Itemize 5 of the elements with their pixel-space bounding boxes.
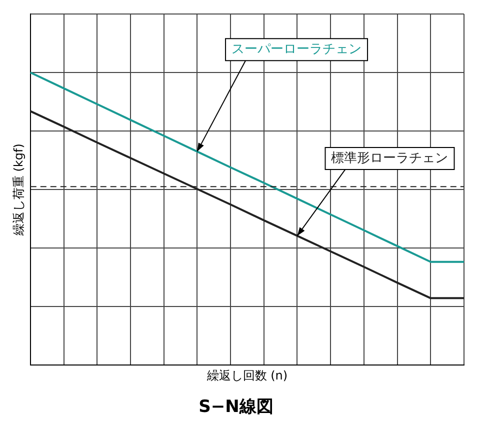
y-axis-title: 繰返し荷重 (kgf): [11, 144, 26, 237]
text: スーパーローラチェン: [232, 42, 362, 57]
text: 標準形ローラチェン: [331, 150, 448, 166]
x-axis-title: 繰返し回数 (n): [206, 368, 288, 383]
text: S−N線図: [198, 397, 274, 418]
